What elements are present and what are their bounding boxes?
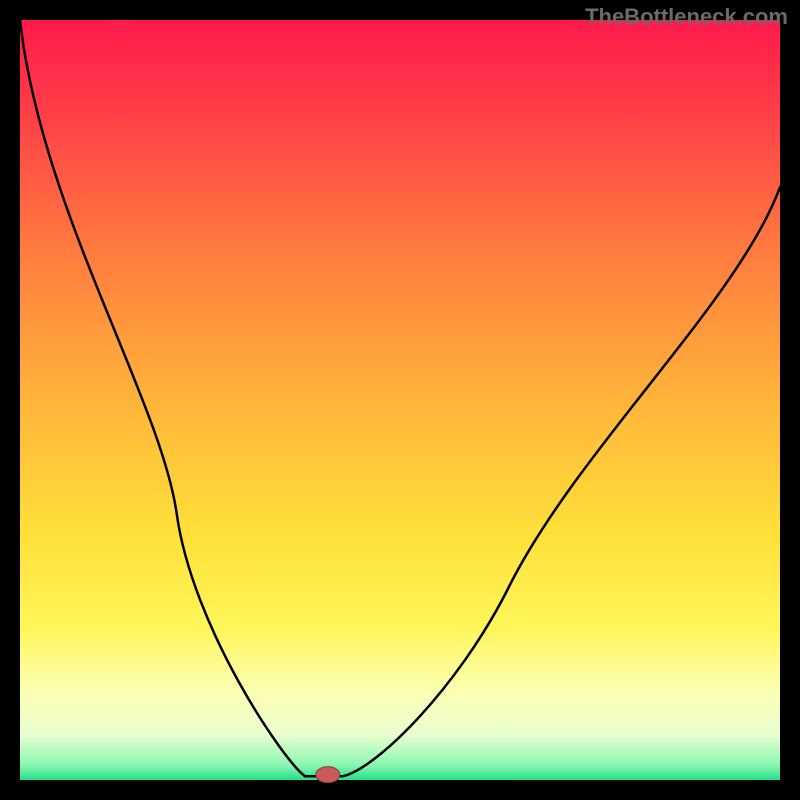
bottleneck-chart-svg <box>0 0 800 800</box>
optimal-marker <box>316 767 340 783</box>
chart-background-gradient <box>20 20 780 780</box>
chart-frame: TheBottleneck.com <box>0 0 800 800</box>
